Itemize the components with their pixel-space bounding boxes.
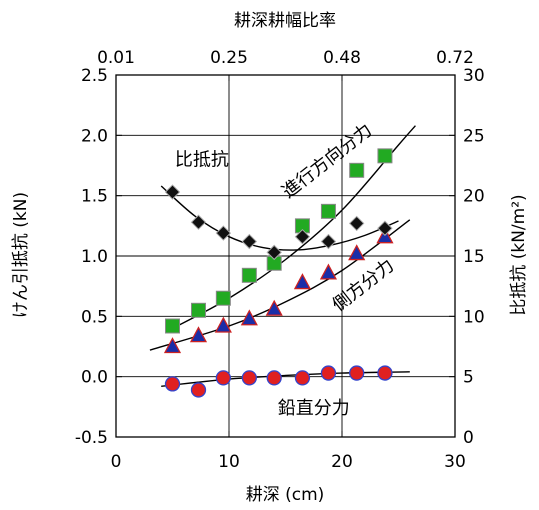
marker-circle bbox=[294, 370, 311, 386]
marker-diamond bbox=[190, 214, 207, 230]
marker-circle bbox=[320, 365, 337, 381]
marker-circle bbox=[349, 365, 365, 381]
x-tick-label: 10 bbox=[218, 452, 240, 472]
marker-circle bbox=[190, 382, 207, 398]
x-axis-title: 耕深 (cm) bbox=[246, 485, 325, 505]
y-left-tick-label: 0.5 bbox=[81, 307, 108, 327]
top-axis-title: 耕深耕幅比率 bbox=[234, 11, 336, 31]
marker-triangle bbox=[189, 326, 208, 343]
marker-square bbox=[320, 203, 336, 219]
marker-diamond bbox=[241, 233, 258, 250]
marker-diamond bbox=[294, 228, 311, 245]
y-left-tick-label: 2.0 bbox=[81, 126, 108, 146]
marker-square bbox=[241, 267, 257, 283]
top-tick-label: 0.25 bbox=[210, 48, 248, 68]
marker-square bbox=[215, 290, 231, 306]
marker-triangle bbox=[163, 337, 182, 354]
tick-marks bbox=[115, 74, 456, 438]
tick-labels: 0 10 20 30 0.01 0.25 0.48 0.72 -0.5 0.0 0.5 1.0 1.5 2… bbox=[75, 48, 485, 472]
marker-diamond bbox=[266, 244, 282, 261]
marker-triangle bbox=[240, 309, 258, 326]
x-tick-label: 30 bbox=[444, 452, 466, 472]
y-right-tick-label: 15 bbox=[463, 247, 485, 267]
annotation-label: 比抵抗 bbox=[175, 150, 229, 171]
y-right-tick-label: 10 bbox=[463, 307, 485, 327]
marker-triangle bbox=[214, 316, 232, 333]
marker-diamond bbox=[377, 220, 393, 236]
marker-circle bbox=[164, 376, 181, 392]
y-left-tick-label: 2.5 bbox=[81, 66, 108, 86]
marker-triangle bbox=[265, 299, 283, 316]
top-tick-label: 0.72 bbox=[436, 48, 474, 68]
x-tick-label: 20 bbox=[331, 452, 353, 472]
marker-circle bbox=[215, 370, 232, 386]
y-right-tick-label: 20 bbox=[463, 187, 485, 207]
y-right-tick-label: 25 bbox=[463, 126, 485, 146]
y-right-tick-label: 30 bbox=[463, 66, 485, 86]
y-left-tick-label: -0.5 bbox=[75, 428, 108, 448]
fit-line-2 bbox=[161, 371, 410, 388]
marker-diamond bbox=[164, 184, 181, 200]
data-markers bbox=[163, 148, 394, 398]
y-right-axis-title: 比抵抗 (kN/m²) bbox=[509, 194, 529, 315]
marker-triangle bbox=[319, 263, 338, 280]
marker-square bbox=[165, 318, 180, 334]
top-tick-label: 0.01 bbox=[97, 48, 135, 68]
marker-diamond bbox=[320, 233, 337, 250]
marker-triangle bbox=[348, 244, 366, 261]
marker-diamond bbox=[348, 215, 365, 232]
x-tick-label: 0 bbox=[111, 452, 122, 472]
marker-square bbox=[349, 162, 365, 178]
marker-square bbox=[190, 302, 206, 318]
marker-triangle bbox=[293, 273, 312, 290]
y-left-tick-label: 0.0 bbox=[81, 368, 108, 388]
y-left-tick-label: 1.0 bbox=[81, 247, 108, 267]
y-left-axis-title: けん引抵抗 (kN) bbox=[11, 192, 31, 318]
marker-circle bbox=[377, 365, 393, 381]
top-tick-label: 0.48 bbox=[323, 48, 361, 68]
marker-square bbox=[377, 148, 393, 164]
marker-circle bbox=[266, 370, 282, 386]
y-right-tick-label: 0 bbox=[463, 428, 474, 448]
y-left-tick-label: 1.5 bbox=[81, 187, 108, 207]
marker-diamond bbox=[215, 225, 232, 241]
y-right-tick-label: 5 bbox=[463, 368, 474, 388]
annotation-label: 鉛直分力 bbox=[278, 398, 350, 419]
marker-circle bbox=[241, 370, 257, 386]
